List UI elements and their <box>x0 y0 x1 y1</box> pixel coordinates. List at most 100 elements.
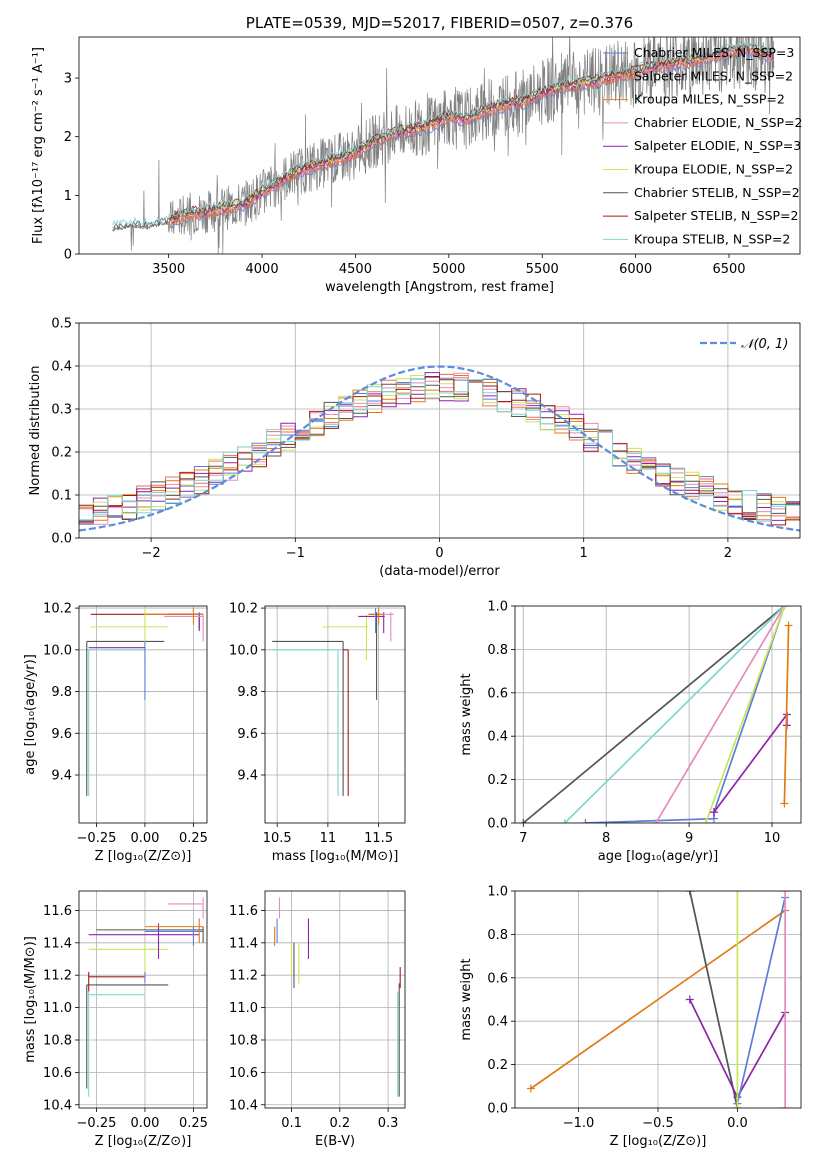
y-tick-label: 10.8 <box>43 1033 72 1048</box>
y-tick-label: 2 <box>64 130 72 145</box>
axes-frame <box>514 605 802 824</box>
y-tick-label: 1 <box>64 189 72 204</box>
y-tick-label: 0.3 <box>51 403 72 418</box>
x-tick-label: 0.0 <box>727 1116 748 1131</box>
y-tick-label: 11.4 <box>43 936 72 951</box>
axes-frame <box>78 890 208 1109</box>
weight-point-kroupa_elodie <box>733 1104 742 1108</box>
legend-label-chabrier_miles: Chabrier MILES, N_SSP=3 <box>634 45 794 60</box>
x-tick-label: −0.5 <box>642 1116 674 1131</box>
y-tick-label: 0.4 <box>51 360 72 375</box>
y-axis-label: Normed distribution <box>28 366 43 496</box>
y-tick-label: 0.6 <box>487 686 508 701</box>
y-tick-label: 0 <box>64 248 72 263</box>
axes-frame <box>78 322 801 539</box>
x-axis-label: wavelength [Angstrom, rest frame] <box>325 280 554 295</box>
y-tick-label: 0.2 <box>487 1058 508 1073</box>
y-tick-label: 11.0 <box>229 1001 258 1016</box>
plot-area-age-vs-mass <box>265 606 405 823</box>
x-tick-label: 4000 <box>246 262 279 277</box>
plot-area-mass-vs-ebv <box>265 891 405 1108</box>
y-axis-label: mass weight <box>459 958 474 1040</box>
x-tick-label: 5500 <box>526 262 559 277</box>
y-tick-label: 10.0 <box>43 643 72 658</box>
panel-spectrum: 3500 4000 4500 5000 5500 6000 6500 0 1 2 3 waveleng… <box>31 14 803 295</box>
panel-age-vs-Z: −0.25 0.00 0.25 9.4 9.6 9.8 10.0 10.2 Z [log₁₀(Z… <box>23 602 208 864</box>
x-axis-label: Z [log₁₀(Z/Z⊙)] <box>610 1134 707 1149</box>
legend-label-salpeter_elodie: Salpeter ELODIE, N_SSP=3 <box>634 138 801 153</box>
plot-area-mass-vs-Z <box>79 891 207 1108</box>
x-tick-label: 0 <box>435 546 443 561</box>
weight-point-chabrier_stelib <box>519 819 528 823</box>
y-tick-label: 11.2 <box>43 969 72 984</box>
legend-label-kroupa_miles: Kroupa MILES, N_SSP=2 <box>634 92 785 107</box>
y-tick-label: 10.4 <box>229 1098 258 1113</box>
y-tick-label: 11.0 <box>43 1001 72 1016</box>
panel-age-vs-mass: 10.5 11 11.5 9.4 9.6 9.8 10.0 10.2 mass [log₁₀(M… <box>229 602 406 864</box>
axes-frame <box>264 890 406 1109</box>
y-tick-label: 0.2 <box>487 773 508 788</box>
weight-point-kroupa_miles <box>780 799 789 808</box>
y-tick-label: 0.1 <box>51 489 72 504</box>
panel-weight-vs-Z: −1.0 −0.5 0.0 0.0 0.2 0.4 0.6 0.8 1.0 Z [log₁₀(Z/… <box>459 885 802 1149</box>
x-tick-label: −0.25 <box>77 831 117 846</box>
y-tick-label: 10.6 <box>229 1066 258 1081</box>
weight-point-chabrier_stelib <box>685 891 694 895</box>
y-tick-label: 11.4 <box>229 936 258 951</box>
plot-area-spectrum <box>112 37 775 254</box>
plot-area-weight-vs-age <box>515 606 801 823</box>
weight-line-kroupa_elodie <box>704 606 786 823</box>
x-tick-label: 2 <box>724 546 732 561</box>
x-tick-label: 7 <box>519 831 527 846</box>
y-tick-label: 0.5 <box>51 317 72 332</box>
weight-point-chabrier_elodie <box>781 891 790 895</box>
x-tick-label: −1 <box>286 546 305 561</box>
weight-line-chabrier_miles <box>585 606 786 823</box>
x-tick-label: 0.1 <box>281 1116 302 1131</box>
model-line-salpeter_elodie <box>168 45 774 224</box>
y-tick-label: 10.6 <box>43 1066 72 1081</box>
axes-frame <box>514 890 802 1109</box>
x-tick-label: 5000 <box>432 262 465 277</box>
legend-label-salpeter_stelib: Salpeter STELIB, N_SSP=2 <box>634 208 798 223</box>
y-tick-label: 9.8 <box>237 685 258 700</box>
weight-line-kroupa_miles <box>783 625 790 804</box>
legend-label-chabrier_elodie: Chabrier ELODIE, N_SSP=2 <box>634 115 803 130</box>
weight-point-kroupa_elodie <box>733 891 742 895</box>
weight-point-kroupa_stelib <box>560 819 569 823</box>
x-axis-label: mass [log₁₀(M/M⊙)] <box>272 849 399 864</box>
weight-point-kroupa_elodie <box>780 606 789 610</box>
x-tick-label: 0.00 <box>130 1116 159 1131</box>
y-tick-label: 1.0 <box>487 600 508 615</box>
panel-residuals: −2 −1 0 1 2 0.0 0.1 0.2 0.3 0.4 0.5 (data-model)/er… <box>28 317 801 579</box>
x-tick-label: 0.25 <box>179 831 208 846</box>
y-axis-label: age [log₁₀(age/yr)] <box>23 654 38 775</box>
weight-point-salpeter_elodie <box>709 808 718 817</box>
legend-label-chabrier_stelib: Chabrier STELIB, N_SSP=2 <box>634 185 800 200</box>
x-tick-label: 0.25 <box>179 1116 208 1131</box>
weight-point-chabrier_elodie <box>651 819 660 823</box>
axes-frame <box>264 605 406 824</box>
y-tick-label: 10.2 <box>229 602 258 617</box>
y-tick-label: 0.2 <box>51 446 72 461</box>
panel-weight-vs-age: 7 8 9 10 0.0 0.2 0.4 0.6 0.8 1.0 age [log₁₀(age/yr… <box>459 600 802 864</box>
y-tick-label: 10.4 <box>43 1098 72 1113</box>
y-tick-label: 11.2 <box>229 969 258 984</box>
y-tick-label: 0.4 <box>487 730 508 745</box>
legend-label-kroupa_elodie: Kroupa ELODIE, N_SSP=2 <box>634 162 793 177</box>
histogram-step-salpeter_stelib <box>79 376 800 526</box>
y-tick-label: 0.0 <box>487 1102 508 1117</box>
axes-frame <box>78 36 801 255</box>
y-tick-label: 10.0 <box>229 643 258 658</box>
y-tick-label: 0.4 <box>487 1015 508 1030</box>
x-tick-label: −0.25 <box>77 1116 117 1131</box>
y-tick-label: 9.6 <box>51 727 72 742</box>
x-tick-label: −1.0 <box>563 1116 595 1131</box>
weight-point-chabrier_miles <box>581 819 590 823</box>
plot-area-residuals <box>79 323 800 538</box>
weight-point-salpeter_elodie <box>685 995 694 1004</box>
y-tick-label: 11.6 <box>43 904 72 919</box>
x-tick-label: −2 <box>142 546 161 561</box>
x-tick-label: 8 <box>602 831 610 846</box>
